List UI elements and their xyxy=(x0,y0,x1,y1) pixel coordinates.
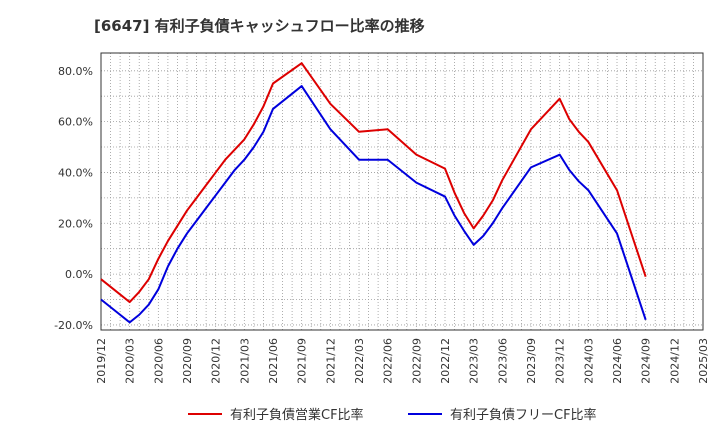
x-tick-label: 2024/12 xyxy=(668,338,681,384)
x-tick-label: 2022/03 xyxy=(353,338,366,384)
x-tick-label: 2021/09 xyxy=(296,338,309,384)
legend-label-1: 有利子負債営業CF比率 xyxy=(230,407,364,423)
x-tick-label: 2019/12 xyxy=(95,338,108,384)
x-tick-label: 2021/06 xyxy=(267,338,280,384)
x-tick-label: 2020/03 xyxy=(124,338,137,384)
x-tick-label: 2022/12 xyxy=(439,338,452,384)
x-tick-label: 2023/09 xyxy=(525,338,538,384)
y-tick-label: 80.0% xyxy=(58,65,93,78)
x-tick-label: 2022/09 xyxy=(410,338,423,384)
y-tick-label: 60.0% xyxy=(58,116,93,129)
plot-frame xyxy=(100,52,704,331)
x-tick-label: 2021/12 xyxy=(324,338,337,384)
chart-title: [6647] 有利子負債キャッシュフロー比率の推移 xyxy=(94,17,425,35)
x-tick-label: 2024/06 xyxy=(611,338,624,384)
legend-label-2: 有利子負債フリーCF比率 xyxy=(450,407,597,423)
x-tick-label: 2023/12 xyxy=(554,338,567,384)
x-tick-label: 2025/03 xyxy=(697,338,710,384)
series-lines xyxy=(100,62,647,324)
x-tick-label: 2024/03 xyxy=(582,338,595,384)
x-tick-label: 2020/12 xyxy=(210,338,223,384)
y-tick-label: 0.0% xyxy=(65,268,93,281)
series-line-2 xyxy=(100,85,647,324)
x-tick-label: 2023/03 xyxy=(468,338,481,384)
x-tick-label: 2023/06 xyxy=(496,338,509,384)
x-tick-label: 2024/09 xyxy=(640,338,653,384)
x-tick-label: 2020/06 xyxy=(152,338,165,384)
y-axis: 80.0% 60.0% 40.0% 20.0% 0.0% -20.0% xyxy=(54,65,93,332)
legend: 有利子負債営業CF比率 有利子負債フリーCF比率 xyxy=(188,407,597,423)
x-tick-label: 2021/03 xyxy=(238,338,251,384)
x-tick-label: 2020/09 xyxy=(181,338,194,384)
y-tick-label: 20.0% xyxy=(58,217,93,230)
x-axis: 2019/12 2020/03 2020/06 2020/09 2020/12 2021/… xyxy=(95,338,710,384)
y-tick-label: -20.0% xyxy=(54,319,93,332)
y-tick-label: 40.0% xyxy=(58,166,93,179)
plot-area xyxy=(101,53,703,330)
x-tick-label: 2022/06 xyxy=(382,338,395,384)
series-line-1 xyxy=(100,62,647,304)
